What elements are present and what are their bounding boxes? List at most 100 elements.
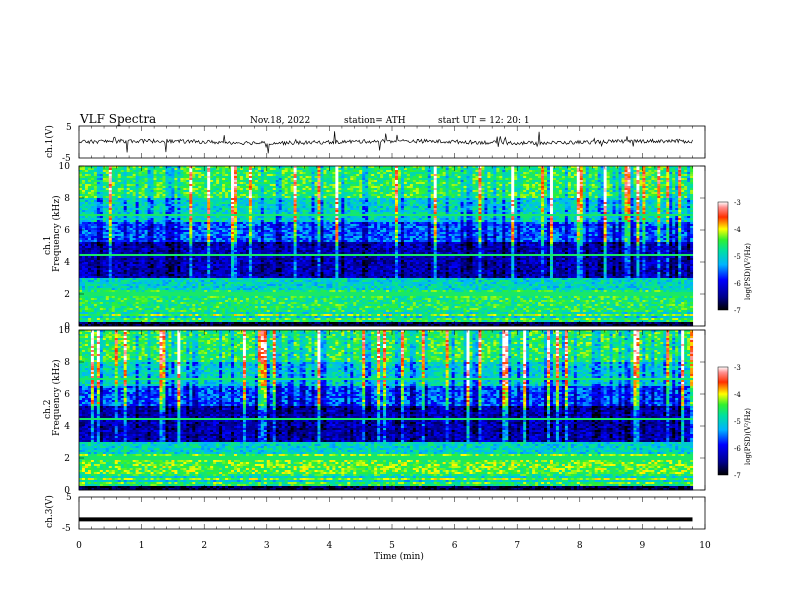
spectrogram-cell bbox=[678, 180, 682, 183]
spectrogram-cell bbox=[547, 166, 551, 169]
spectrogram-cell bbox=[421, 174, 426, 177]
spectrogram-cell bbox=[606, 176, 611, 179]
spectrogram-cell bbox=[576, 166, 581, 169]
spectrogram-cell bbox=[126, 174, 131, 177]
spectrogram-cell bbox=[228, 182, 232, 185]
spectrogram-cell bbox=[573, 180, 578, 183]
spectrogram-cell bbox=[144, 182, 148, 185]
ch3-waveform-frame bbox=[78, 496, 706, 530]
spectrogram-cell bbox=[427, 172, 432, 175]
spectrogram-cell bbox=[460, 172, 464, 175]
spectrogram-cell bbox=[207, 168, 211, 171]
spectrogram-cell bbox=[126, 168, 131, 171]
spectrogram-cell bbox=[478, 174, 482, 177]
spectrogram-cell bbox=[165, 178, 169, 181]
spectrogram-cell bbox=[359, 178, 363, 181]
spectrogram-cell bbox=[526, 178, 530, 181]
spectrogram-cell bbox=[216, 174, 220, 177]
spectrogram-cell bbox=[353, 182, 357, 185]
spectrogram-cell bbox=[457, 176, 461, 179]
spectrogram-cell bbox=[442, 168, 447, 171]
spectrogram-cell bbox=[231, 180, 235, 183]
spectrogram-cell bbox=[231, 178, 235, 181]
spectrogram-cell bbox=[561, 178, 566, 181]
spectrogram-cell bbox=[424, 174, 429, 177]
spectrogram-cell bbox=[347, 170, 351, 173]
spectrogram-cell bbox=[389, 178, 393, 181]
spectrogram-cell bbox=[335, 180, 339, 183]
spectrogram-cell bbox=[591, 180, 596, 183]
spectrogram-cell bbox=[222, 170, 226, 173]
spectrogram-cell bbox=[672, 178, 676, 181]
spectrogram-cell bbox=[552, 170, 557, 173]
spectrogram-cell bbox=[424, 178, 429, 181]
spectrogram-cell bbox=[409, 170, 414, 173]
spectrogram-cell bbox=[213, 174, 217, 177]
spectrogram-cell bbox=[496, 166, 500, 169]
spectrogram-cell bbox=[311, 180, 315, 183]
spectrogram-cell bbox=[615, 172, 619, 175]
spectrogram-cell bbox=[567, 168, 572, 171]
spectrogram-cell bbox=[529, 176, 533, 179]
spectrogram-cell bbox=[99, 166, 104, 169]
spectrogram-cell bbox=[463, 166, 467, 169]
spectrogram-cell bbox=[424, 180, 429, 183]
spectrogram-cell bbox=[79, 182, 83, 185]
spectrogram-cell bbox=[272, 172, 277, 175]
spectrogram-cell bbox=[296, 172, 300, 175]
spectrogram-cell bbox=[165, 168, 169, 171]
spectrogram-cell bbox=[442, 178, 447, 181]
spectrogram-cell bbox=[251, 170, 256, 173]
spectrogram-cell bbox=[573, 176, 578, 179]
spectrogram-cell bbox=[690, 176, 694, 179]
spectrogram-cell bbox=[129, 166, 134, 169]
spectrogram-cell bbox=[207, 170, 211, 173]
spectrogram-cell bbox=[362, 166, 366, 169]
spectrogram-cell bbox=[201, 166, 205, 169]
spectrogram-cell bbox=[630, 168, 634, 171]
spectrogram-cell bbox=[108, 166, 113, 169]
spectrogram-cell bbox=[377, 174, 381, 177]
spectrogram-cell bbox=[514, 168, 518, 171]
spectrogram-cell bbox=[290, 168, 295, 171]
spectrogram-cell bbox=[96, 172, 101, 175]
spectrogram-cell bbox=[687, 174, 691, 177]
spectrogram-cell bbox=[234, 174, 238, 177]
spectrogram-cell bbox=[114, 182, 119, 185]
spectrogram-cell bbox=[186, 168, 190, 171]
spectrogram-cell bbox=[627, 168, 631, 171]
spectrogram-cell bbox=[293, 178, 298, 181]
spectrogram-cell bbox=[183, 182, 187, 185]
spectrogram-cell bbox=[594, 166, 599, 169]
spectrogram-cell bbox=[168, 182, 172, 185]
spectrogram-cell bbox=[684, 172, 688, 175]
spectrogram-cell bbox=[594, 170, 599, 173]
spectrogram-cell bbox=[412, 182, 417, 185]
spectrogram-cell bbox=[672, 180, 676, 183]
spectrogram-cell bbox=[508, 170, 512, 173]
spectrogram-cell bbox=[81, 166, 86, 169]
spectrogram-cell bbox=[547, 174, 551, 177]
spectrogram-cell bbox=[159, 182, 163, 185]
spectrogram-cell bbox=[609, 180, 613, 183]
spectrogram-cell bbox=[93, 166, 98, 169]
spectrogram-cell bbox=[392, 166, 396, 169]
spectrogram-cell bbox=[350, 166, 354, 169]
spectrogram-cell bbox=[245, 180, 250, 183]
spectrogram-cell bbox=[463, 176, 467, 179]
spectrogram-cell bbox=[266, 176, 271, 179]
spectrogram-cell bbox=[609, 166, 613, 169]
spectrogram-cell bbox=[272, 168, 277, 171]
spectrogram-cell bbox=[305, 170, 309, 173]
spectrogram-cell bbox=[582, 172, 587, 175]
spectrogram-cell bbox=[397, 182, 402, 185]
spectrogram-cell bbox=[290, 182, 295, 185]
spectrogram-cell bbox=[171, 182, 175, 185]
spectrogram-cell bbox=[478, 178, 482, 181]
spectrogram-cell bbox=[272, 178, 277, 181]
spectrogram-cell bbox=[120, 178, 125, 181]
spectrogram-cell bbox=[693, 170, 706, 173]
spectrogram-cell bbox=[678, 170, 682, 173]
spectrogram-cell bbox=[216, 166, 220, 169]
spectrogram-cell bbox=[493, 168, 497, 171]
